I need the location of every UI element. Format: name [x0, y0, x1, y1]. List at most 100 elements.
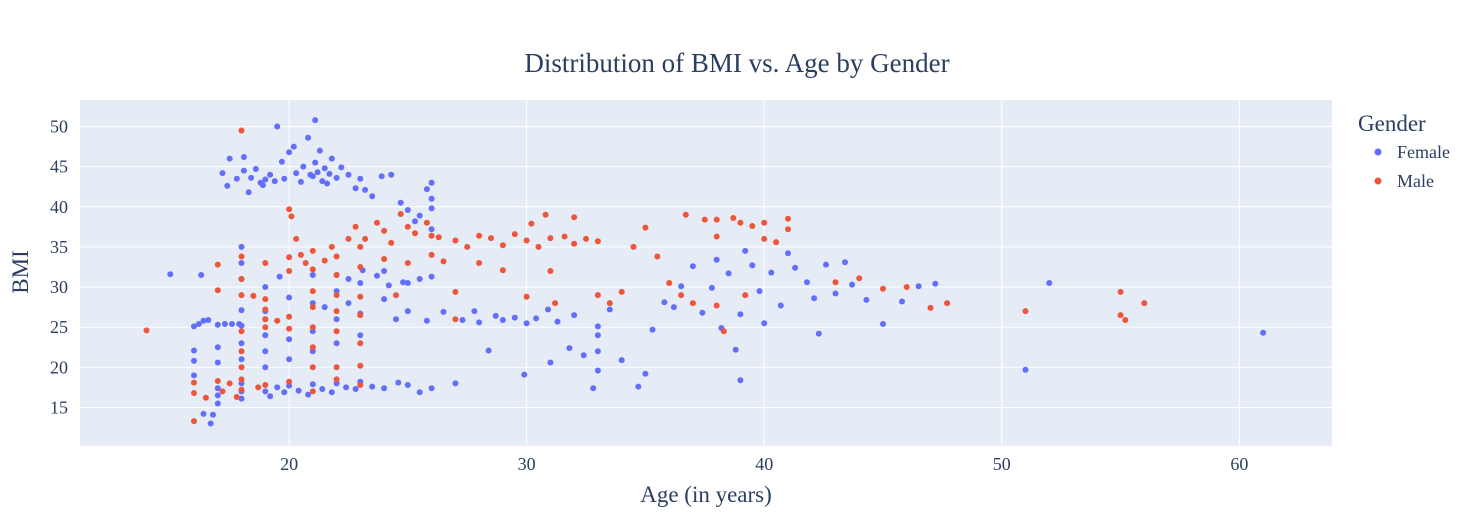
data-point-male	[749, 223, 756, 229]
data-point-female	[229, 321, 235, 327]
data-point-female	[369, 383, 376, 390]
data-point-female	[333, 174, 340, 181]
y-tick-label: 20	[50, 357, 68, 377]
data-point-male	[678, 292, 685, 299]
data-point-male	[309, 304, 316, 311]
data-point-male	[571, 240, 578, 247]
data-point-male	[571, 214, 578, 221]
x-axis-title: Age (in years)	[640, 482, 772, 507]
data-point-female	[594, 332, 601, 339]
data-point-female	[286, 149, 293, 156]
data-point-female	[670, 304, 677, 311]
data-point-female	[742, 247, 749, 254]
data-point-male	[219, 388, 226, 395]
data-point-female	[286, 294, 293, 301]
data-point-male	[393, 292, 399, 299]
x-tick-label: 20	[280, 454, 298, 474]
y-tick-label: 35	[50, 237, 68, 257]
data-point-male	[286, 206, 293, 213]
data-point-male	[286, 325, 293, 332]
data-point-male	[476, 260, 483, 266]
data-point-female	[328, 389, 335, 396]
data-point-male	[286, 313, 293, 320]
data-point-female	[880, 321, 886, 327]
data-point-female	[316, 147, 323, 154]
data-point-male	[191, 390, 197, 396]
data-point-male	[191, 379, 197, 386]
data-point-female	[333, 340, 340, 347]
data-point-male	[321, 257, 328, 264]
data-point-male	[238, 348, 245, 355]
data-point-female	[863, 296, 870, 303]
data-point-female	[238, 340, 245, 347]
series-male	[143, 127, 1148, 425]
data-point-female	[1260, 329, 1267, 336]
data-point-female	[248, 174, 255, 181]
data-point-female	[267, 393, 274, 400]
legend-item-male[interactable]: Male	[1374, 171, 1434, 191]
data-point-female	[314, 169, 321, 176]
data-point-female	[191, 347, 197, 354]
data-point-female	[200, 317, 207, 324]
data-point-female	[224, 182, 231, 189]
data-point-female	[428, 195, 435, 202]
data-point-female	[423, 186, 430, 193]
data-point-male	[428, 251, 435, 258]
data-point-male	[618, 288, 625, 295]
data-point-male	[1117, 312, 1124, 319]
data-point-male	[202, 394, 209, 401]
legend[interactable]: Gender Female Male	[1358, 111, 1450, 191]
data-point-male	[435, 234, 442, 241]
data-point-male	[452, 288, 459, 295]
data-point-female	[708, 284, 715, 291]
y-tick-label: 25	[50, 317, 68, 337]
data-point-female	[737, 311, 744, 318]
data-point-male	[357, 362, 364, 369]
legend-item-female[interactable]: Female	[1374, 142, 1450, 162]
data-point-female	[594, 367, 601, 374]
data-point-male	[713, 216, 720, 223]
data-point-male	[561, 233, 568, 240]
data-point-female	[725, 270, 732, 277]
data-point-female	[404, 382, 411, 388]
data-point-male	[464, 243, 471, 250]
data-point-female	[309, 272, 316, 278]
data-point-male	[309, 364, 316, 371]
data-point-male	[238, 276, 245, 282]
data-point-male	[630, 243, 637, 250]
data-point-female	[191, 372, 197, 379]
data-point-female	[238, 395, 245, 402]
data-point-female	[428, 385, 435, 392]
data-point-male	[606, 300, 613, 307]
data-point-female	[566, 345, 573, 352]
data-point-male	[547, 268, 554, 274]
data-point-female	[545, 306, 551, 313]
data-point-male	[250, 292, 257, 299]
data-point-female	[404, 308, 411, 315]
data-point-female	[321, 304, 328, 311]
data-point-female	[214, 321, 221, 328]
x-tick-label: 50	[993, 454, 1011, 474]
data-point-female	[309, 173, 316, 180]
data-point-female	[240, 167, 247, 174]
data-point-female	[226, 155, 233, 162]
data-point-male	[927, 304, 934, 311]
data-point-female	[262, 176, 269, 183]
data-point-female	[233, 175, 240, 182]
data-point-female	[328, 155, 335, 162]
y-tick-label: 40	[50, 197, 68, 217]
data-point-female	[252, 166, 259, 172]
data-point-male	[594, 292, 601, 299]
data-point-female	[756, 288, 763, 295]
data-point-female	[281, 175, 288, 182]
data-point-female	[590, 385, 597, 392]
data-point-female	[324, 180, 331, 187]
data-point-female	[842, 259, 848, 266]
data-point-female	[1046, 280, 1053, 286]
data-point-male	[689, 300, 696, 307]
data-point-male	[352, 223, 359, 230]
data-point-female	[276, 273, 283, 280]
data-point-male	[357, 243, 364, 250]
data-point-female	[404, 207, 411, 213]
